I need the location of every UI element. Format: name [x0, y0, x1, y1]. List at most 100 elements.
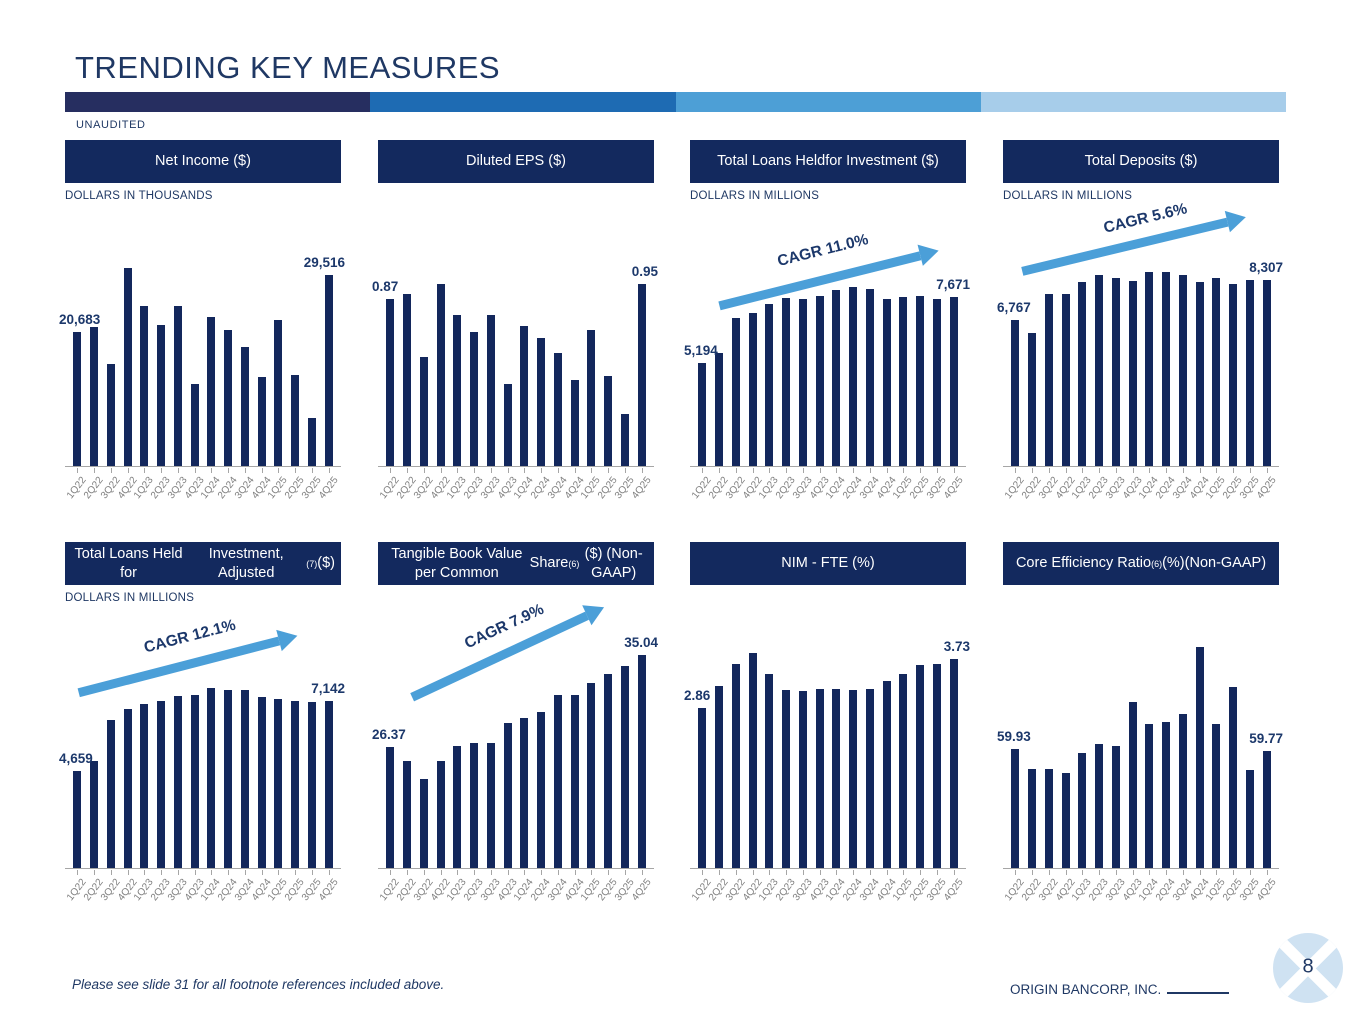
- bar-slot: [1141, 204, 1158, 473]
- bar: [1061, 773, 1070, 868]
- units-label: [378, 190, 654, 204]
- bar-slot: [287, 606, 304, 875]
- bar-slot: [432, 606, 449, 875]
- bar: [865, 689, 874, 868]
- bar-slot: [1175, 606, 1192, 875]
- bar: [1111, 278, 1120, 466]
- bar: [1195, 647, 1204, 868]
- bar: [553, 695, 562, 868]
- x-axis-labels: 1Q22 2Q22 3Q22 4Q22 1Q23 2Q23 3Q23 4Q23 1Q24 2Q24…: [1003, 467, 1279, 517]
- axis-tick: [786, 870, 788, 875]
- axis-tick: [557, 468, 559, 473]
- bar-slot: [186, 606, 203, 875]
- axis-tick: [244, 468, 246, 473]
- axis-tick: [194, 468, 196, 473]
- x-axis-labels: 1Q22 2Q22 3Q22 4Q22 1Q23 2Q23 3Q23 4Q23 1Q24 2Q24…: [65, 869, 341, 919]
- bar: [949, 659, 958, 868]
- axis-tick: [490, 870, 492, 875]
- bar-slot: [237, 204, 254, 473]
- bar: [419, 779, 428, 868]
- bar: [1128, 281, 1137, 466]
- bar-chart: 26.37 35.04 CAGR 7.9%: [372, 597, 658, 875]
- axis-tick: [144, 870, 146, 875]
- bar-slot: [828, 204, 845, 473]
- axis-tick: [574, 870, 576, 875]
- bar: [291, 375, 300, 466]
- axis-tick: [295, 468, 297, 473]
- axis-tick: [474, 870, 476, 875]
- bar-slot: [633, 606, 650, 875]
- chart-total-loans-hfi: Total Loans Held for Investment ($) DOLLAR…: [684, 140, 970, 517]
- bar: [932, 664, 941, 868]
- chart-diluted-eps: Diluted EPS ($) 0.87 0.95 1Q22 2Q22 3Q22 4Q22…: [372, 140, 658, 517]
- axis-tick: [211, 870, 213, 875]
- axis-tick: [1099, 870, 1101, 875]
- bar-slot: [617, 204, 634, 473]
- axis-tick: [802, 468, 804, 473]
- bar: [307, 702, 316, 868]
- bar-slot: [862, 606, 879, 875]
- axis-tick: [853, 870, 855, 875]
- units-label: DOLLARS IN MILLIONS: [1003, 190, 1133, 202]
- chart-total-deposits: Total Deposits ($) DOLLARS IN MILLIONS 6,7…: [997, 140, 1283, 517]
- value-label-last: 7,671: [936, 277, 970, 292]
- bar-slot: [153, 606, 170, 875]
- bar: [731, 318, 740, 466]
- x-axis-labels: 1Q22 2Q22 3Q22 4Q22 1Q23 2Q23 3Q23 4Q23 1Q24 2Q24…: [1003, 869, 1279, 919]
- bar: [1044, 294, 1053, 466]
- bar: [698, 708, 707, 868]
- bar-slot: [600, 606, 617, 875]
- bar-slot: [1124, 204, 1141, 473]
- bar-slot: [945, 204, 962, 473]
- axis-tick: [836, 870, 838, 875]
- bar: [916, 296, 925, 466]
- units-label: [690, 592, 966, 606]
- bar: [1011, 320, 1020, 466]
- bar-slot: [304, 606, 321, 875]
- bar: [73, 771, 82, 868]
- bar-slot: [711, 606, 728, 875]
- bar: [698, 363, 707, 466]
- bar-slot: [583, 204, 600, 473]
- axis-tick: [735, 468, 737, 473]
- bar: [731, 664, 740, 868]
- value-label-first: 2.86: [684, 688, 711, 703]
- axis-tick: [1048, 468, 1050, 473]
- bar: [832, 689, 841, 868]
- bar: [798, 691, 807, 868]
- bar: [470, 332, 479, 466]
- bar-slot: [103, 606, 120, 875]
- bar-slot: [253, 204, 270, 473]
- bar-slot: [533, 204, 550, 473]
- bar-slot: [416, 204, 433, 473]
- bar: [1229, 687, 1238, 868]
- bar: [916, 665, 925, 868]
- axis-tick: [161, 468, 163, 473]
- chart-title: NIM - FTE (%): [690, 542, 966, 585]
- axis-tick: [752, 468, 754, 473]
- axis-tick: [161, 870, 163, 875]
- axis-tick: [920, 870, 922, 875]
- bar: [587, 683, 596, 868]
- axis-tick: [608, 468, 610, 473]
- bar: [849, 690, 858, 868]
- bar-slot: [86, 204, 103, 473]
- axis-tick: [524, 468, 526, 473]
- company-name-line: ORIGIN BANCORP, INC.: [1010, 982, 1230, 997]
- bar: [537, 338, 546, 466]
- bar: [140, 306, 149, 466]
- axis-tick: [769, 870, 771, 875]
- axis-tick: [1149, 468, 1151, 473]
- bar-slot: [1057, 204, 1074, 473]
- axis-tick: [819, 870, 821, 875]
- company-name: ORIGIN BANCORP, INC.: [1010, 982, 1162, 997]
- bar: [570, 380, 579, 466]
- bar-slot: [1225, 204, 1242, 473]
- axis-tick: [328, 870, 330, 875]
- bar: [1145, 724, 1154, 868]
- axis-tick: [1249, 870, 1251, 875]
- bar: [486, 315, 495, 466]
- bar-slot: [399, 204, 416, 473]
- bar: [620, 414, 629, 466]
- bar: [453, 746, 462, 868]
